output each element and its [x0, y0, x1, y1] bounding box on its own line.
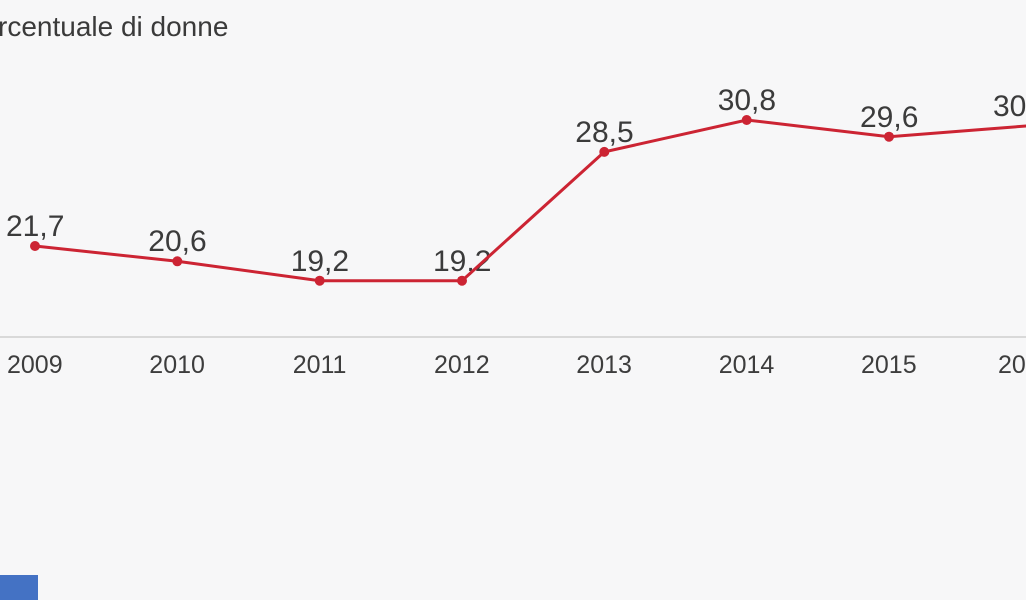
x-axis-tick-label: 2013: [576, 351, 632, 379]
chart-title: rcentuale di donne: [0, 11, 229, 42]
series-line: [34, 118, 1026, 283]
data-point-marker: [172, 256, 183, 267]
x-axis-tick-label: 2012: [434, 351, 490, 379]
x-axis-line: [0, 336, 1026, 338]
value-label: 28,5: [575, 115, 634, 149]
x-axis-tick-label: 2009: [7, 351, 63, 379]
data-point-marker: [314, 275, 325, 286]
value-label: 30: [993, 89, 1026, 123]
x-axis-tick-label: 2014: [718, 351, 775, 379]
value-label: 30,8: [717, 84, 777, 117]
data-point-marker: [457, 275, 467, 286]
value-label: 21,7: [6, 210, 65, 243]
data-point-marker: [741, 115, 752, 125]
x-axis-tick-label: 2015: [861, 351, 917, 379]
x-axis-tick-label: 2010: [149, 351, 205, 379]
x-axis-tick-label: 2011: [292, 351, 347, 379]
value-label: 19,2: [290, 244, 350, 278]
value-label: 29,6: [860, 100, 919, 134]
value-label: 20,6: [148, 225, 207, 259]
x-axis-tick-label: 20: [998, 351, 1026, 379]
data-point-marker: [30, 241, 40, 251]
brand-logo-partial-icon: [0, 575, 38, 600]
data-point-marker: [599, 146, 610, 157]
data-point-marker: [884, 131, 894, 142]
